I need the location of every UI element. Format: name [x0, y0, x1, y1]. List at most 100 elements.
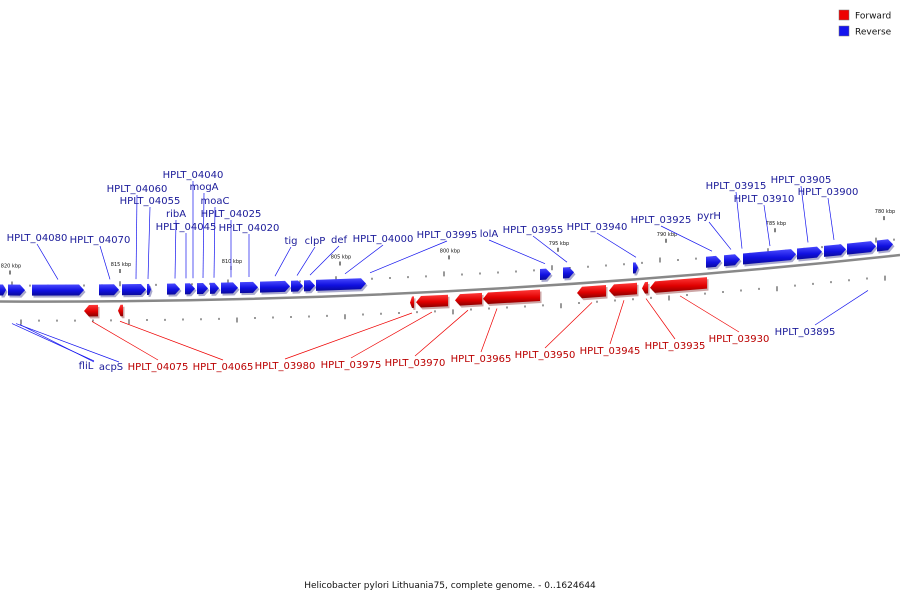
reverse-gene-label: HPLT_03995	[417, 230, 478, 241]
forward-gene-arrow	[260, 280, 290, 293]
forward-gene-arrow	[210, 282, 219, 294]
reverse-gene-label: HPLT_03905	[771, 175, 832, 186]
forward-gene-arrow	[197, 283, 208, 295]
reverse-gene-label: HPLT_04025	[201, 209, 262, 220]
scale-tick-label: 780 kbp	[875, 209, 895, 215]
reverse-gene-connector	[344, 244, 384, 275]
legend: Forward Reverse	[838, 9, 892, 38]
forward-gene-connector	[609, 300, 625, 345]
reverse-gene-label: tig	[284, 236, 297, 247]
reverse-gene-label: HPLT_04045	[156, 222, 217, 233]
forward-gene-arrow	[185, 283, 195, 295]
label-connectors	[11, 181, 869, 363]
forward-gene-arrow	[240, 281, 258, 294]
reverse-gene-label: mogA	[189, 182, 218, 193]
forward-gene-connector	[544, 302, 593, 349]
reverse-gene-label: moaC	[201, 196, 230, 207]
reverse-gene-label: HPLT_03915	[706, 181, 767, 192]
reverse-gene-arrow	[609, 282, 637, 296]
forward-gene-arrow	[122, 284, 146, 296]
reverse-gene-arrow	[410, 296, 414, 308]
forward-gene-arrow	[540, 268, 551, 280]
reverse-gene-label: HPLT_03895	[775, 327, 836, 338]
reverse-gene-connector	[174, 219, 177, 279]
forward-gene-arrow	[304, 280, 315, 292]
forward-gene-label: HPLT_03930	[709, 334, 770, 345]
legend-swatch-forward	[838, 9, 850, 21]
forward-gene-arrow	[724, 254, 740, 267]
reverse-gene-connector	[814, 290, 869, 326]
reverse-gene-arrow	[416, 294, 448, 308]
forward-gene-connector	[414, 309, 469, 357]
scale-tick-label: 810 kbp	[222, 259, 242, 265]
reverse-gene-connector	[735, 191, 743, 249]
forward-gene-arrow	[99, 284, 119, 296]
forward-gene-label: HPLT_04075	[128, 362, 189, 373]
legend-swatch-reverse	[838, 25, 850, 37]
reverse-gene-connector	[708, 221, 732, 250]
scale-tick-label: 785 kbp	[766, 221, 786, 227]
forward-gene-arrow	[563, 267, 574, 279]
reverse-gene-connector	[274, 246, 292, 277]
reverse-gene-label: HPLT_03900	[798, 187, 859, 198]
forward-gene-label: HPLT_03945	[580, 346, 641, 357]
reverse-gene-label: HPLT_04060	[107, 184, 168, 195]
forward-gene-arrow	[0, 284, 6, 296]
genome-backbone	[0, 253, 900, 303]
reverse-gene-arrow	[84, 304, 98, 317]
reverse-gene-connector	[488, 239, 546, 264]
reverse-gene-connector	[202, 192, 205, 279]
reverse-gene-label: pyrH	[697, 211, 721, 222]
forward-gene-arrow	[797, 246, 822, 260]
reverse-gene-label: HPLT_04080	[7, 233, 68, 244]
forward-gene-label: HPLT_03965	[451, 354, 512, 365]
reverse-gene-connector	[36, 243, 59, 280]
reverse-gene-label: lolA	[480, 229, 499, 240]
reverse-gene-connector	[213, 206, 216, 278]
reverse-gene-arrow	[642, 281, 648, 294]
reverse-gene-connector	[19, 324, 95, 363]
reverse-gene-label: HPLT_04070	[70, 235, 131, 246]
reverse-gene-connector	[99, 245, 111, 280]
reverse-gene-label: HPLT_03940	[567, 222, 628, 233]
forward-gene-label: HPLT_03975	[321, 360, 382, 371]
forward-gene-arrow	[316, 278, 366, 291]
reverse-gene-connector	[296, 246, 316, 276]
reverse-gene-label: HPLT_03910	[734, 194, 795, 205]
reverse-gene-connector	[596, 232, 637, 258]
reverse-gene-label: HPLT_04055	[120, 196, 181, 207]
reverse-gene-arrow	[577, 285, 606, 299]
reverse-gene-label: def	[331, 235, 348, 246]
figure-caption: Helicobacter pylori Lithuania75, complet…	[304, 581, 596, 591]
forward-gene-connector	[679, 295, 740, 333]
forward-gene-connector	[91, 321, 159, 361]
forward-gene-arrow	[32, 284, 84, 296]
forward-gene-arrow	[633, 262, 638, 274]
forward-gene-label: HPLT_03950	[515, 350, 576, 361]
forward-gene-label: HPLT_03935	[645, 341, 706, 352]
reverse-gene-label: acpS	[99, 362, 123, 373]
reverse-gene-connector	[660, 225, 713, 252]
reverse-gene-label: ribA	[166, 209, 186, 220]
forward-gene-arrow	[877, 239, 893, 252]
reverse-gene-label: HPLT_04020	[219, 223, 280, 234]
reverse-gene-arrow	[455, 292, 482, 306]
reverse-gene-connector	[800, 185, 809, 243]
forward-gene-connector	[480, 308, 498, 353]
forward-gene-label: HPLT_04065	[193, 362, 254, 373]
reverse-gene-connector	[369, 240, 448, 274]
forward-gene-connector	[645, 298, 676, 340]
reverse-gene-label: HPLT_04000	[353, 234, 414, 245]
reverse-gene-connector	[309, 245, 340, 276]
scale-tick-label: 790 kbp	[657, 232, 677, 238]
legend-label-forward: Forward	[855, 12, 891, 22]
reverse-gene-label: HPLT_04040	[163, 170, 224, 181]
forward-gene-arrow	[847, 241, 876, 255]
forward-gene-arrow	[147, 283, 151, 295]
forward-gene-arrow	[706, 255, 721, 268]
scale-tick-label: 805 kbp	[331, 254, 351, 260]
forward-gene-connector	[119, 320, 224, 361]
reverse-gene-label: HPLT_03925	[631, 215, 692, 226]
reverse-gene-arrow	[118, 304, 123, 317]
